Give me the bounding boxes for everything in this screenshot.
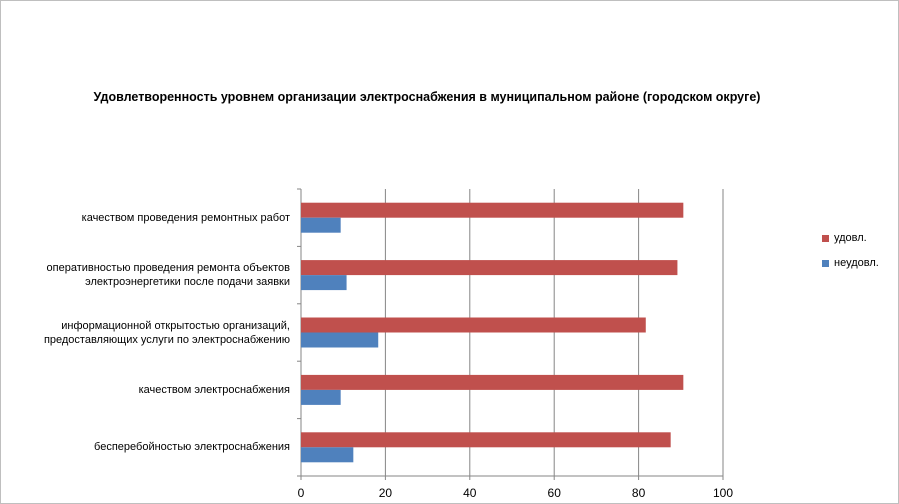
category-label-line: бесперебойностью электроснабжения (94, 441, 290, 454)
bar-dissatisfied (301, 389, 341, 405)
bar-dissatisfied (301, 332, 379, 348)
category-label: качеством электроснабжения (139, 383, 290, 397)
category-label-line: оперативностью проведения ремонта объект… (46, 262, 290, 275)
legend-item-dissatisfied: неудовл. (822, 257, 879, 269)
bar-satisfied (301, 317, 646, 333)
x-tick-label: 40 (463, 486, 477, 500)
x-tick-label: 20 (379, 486, 393, 500)
legend-swatch-dissatisfied (822, 259, 829, 267)
category-label-line: электроэнергетики после подачи заявки (85, 276, 290, 289)
category-label-line: предоставляющих услуги по электроснабжен… (43, 333, 290, 346)
category-label: бесперебойностью электроснабжения (94, 440, 290, 454)
bar-dissatisfied (301, 217, 341, 233)
bar-satisfied (301, 260, 678, 276)
category-label: качеством проведения ремонтных работ (82, 211, 290, 225)
bar-satisfied (301, 374, 684, 390)
x-tick-label: 0 (298, 486, 305, 500)
x-tick-label: 100 (713, 486, 733, 500)
category-label: оперативностью проведения ремонта объект… (47, 261, 290, 289)
category-label: информационной открытостью организаций, п… (44, 319, 290, 347)
bar-dissatisfied (301, 275, 347, 291)
chart-title: Удовлетворенность уровнем организации эл… (93, 90, 761, 104)
category-label-line: качеством проведения ремонтных работ (81, 211, 290, 224)
x-tick-label: 80 (632, 486, 646, 500)
bar-satisfied (301, 432, 671, 448)
category-label-line: информационной открытостью организаций, (61, 319, 290, 332)
legend-swatch-satisfied (822, 234, 829, 242)
bar-dissatisfied (301, 447, 354, 463)
x-tick-label: 60 (548, 486, 562, 500)
legend-label-satisfied: удовл. (834, 232, 867, 244)
bar-satisfied (301, 202, 684, 218)
category-label-line: качеством электроснабжения (138, 383, 290, 396)
legend-label-dissatisfied: неудовл. (834, 257, 879, 269)
legend-item-satisfied: удовл. (822, 232, 867, 244)
